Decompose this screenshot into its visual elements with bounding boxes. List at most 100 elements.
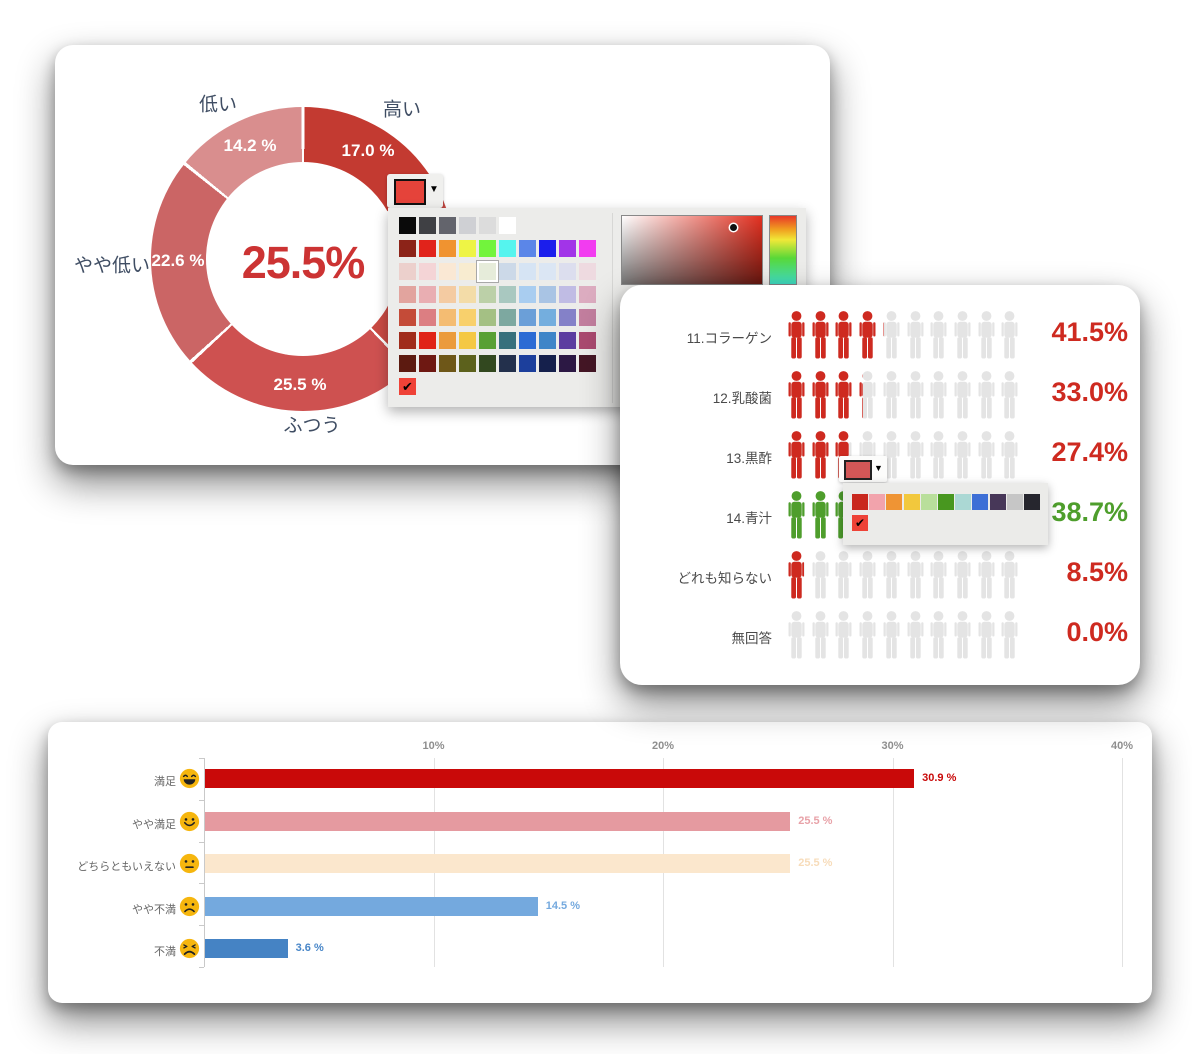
palette-swatch[interactable] [519,240,536,257]
checkmark-swatch[interactable]: ✔ [399,378,416,395]
palette-swatch[interactable] [439,217,456,234]
palette-swatch[interactable] [479,309,496,326]
saturation-gradient-picker[interactable] [621,215,763,285]
palette-swatch[interactable] [559,263,576,280]
palette-swatch[interactable] [1024,494,1040,510]
palette-swatch[interactable] [579,286,596,303]
color-picker-popup[interactable]: ✔ [388,208,806,407]
palette-swatch[interactable] [972,494,989,510]
palette-swatch[interactable] [459,217,476,234]
hue-slider[interactable] [769,215,797,285]
palette-swatch[interactable] [479,355,496,372]
palette-swatch[interactable] [419,240,436,257]
palette-swatch[interactable] [559,309,576,326]
palette-swatch[interactable] [539,332,556,349]
palette-swatch[interactable] [499,263,516,280]
palette-swatch[interactable] [499,355,516,372]
palette-swatch[interactable] [459,355,476,372]
chevron-down-icon[interactable]: ▼ [429,184,439,195]
palette-swatch[interactable] [419,217,436,234]
palette-swatch[interactable] [439,309,456,326]
palette-swatch[interactable] [439,240,456,257]
palette-swatch[interactable] [399,240,416,257]
palette-swatch[interactable] [539,286,556,303]
small-color-picker-button[interactable]: ▼ [839,456,887,482]
palette-swatch[interactable] [499,309,516,326]
pictograph-row[interactable]: 13.黒酢 [620,431,1140,491]
palette-swatch[interactable] [903,494,920,510]
palette-swatch[interactable] [559,332,576,349]
palette-swatch[interactable] [459,240,476,257]
palette-swatch[interactable] [539,240,556,257]
palette-swatch[interactable] [579,309,596,326]
palette-swatch[interactable] [459,309,476,326]
pictograph-row[interactable]: 11.コラーゲン [620,311,1140,371]
palette-swatch[interactable] [479,240,496,257]
gradient-marker[interactable] [730,224,737,231]
pictograph-row[interactable]: 無回答 [620,611,1140,671]
palette-swatch[interactable] [399,217,416,234]
palette-swatch[interactable] [399,263,416,280]
palette-swatch[interactable] [579,355,596,372]
pictograph-row[interactable]: 12.乳酸菌 [620,371,1140,431]
small-color-picker-popup[interactable]: ✔ [843,483,1048,545]
current-color-swatch[interactable] [394,179,426,205]
palette-swatch[interactable] [539,309,556,326]
palette-swatch[interactable] [559,240,576,257]
palette-swatch[interactable] [419,286,436,303]
palette-swatch[interactable] [852,494,868,510]
chevron-down-icon[interactable]: ▼ [874,463,883,473]
palette-swatch[interactable] [499,332,516,349]
palette-swatch[interactable] [559,286,576,303]
palette-swatch[interactable] [579,240,596,257]
palette-swatch[interactable] [519,309,536,326]
palette-swatch[interactable] [955,494,972,510]
checkmark-swatch[interactable]: ✔ [852,515,868,531]
palette-swatch[interactable] [459,286,476,303]
palette-swatch[interactable] [439,286,456,303]
palette-swatch[interactable] [459,263,476,280]
palette-swatch[interactable] [869,494,886,510]
palette-swatch[interactable] [399,355,416,372]
palette-swatch[interactable] [399,309,416,326]
palette-swatch[interactable] [539,355,556,372]
bar[interactable] [205,811,791,831]
palette-swatch[interactable] [499,217,516,234]
palette-swatch[interactable] [399,286,416,303]
palette-swatch[interactable] [519,263,536,280]
palette-swatch[interactable] [399,332,416,349]
palette-swatch[interactable] [579,332,596,349]
palette-swatch[interactable] [419,332,436,349]
palette-swatch[interactable] [579,263,596,280]
color-picker-button[interactable]: ▼ [387,174,443,208]
palette-swatch[interactable] [419,355,436,372]
palette-swatch[interactable] [419,309,436,326]
bar[interactable] [205,854,791,873]
palette-swatch[interactable] [920,494,937,510]
palette-swatch[interactable] [519,286,536,303]
palette-swatch[interactable] [479,217,496,234]
palette-swatch[interactable] [539,263,556,280]
palette-swatch[interactable] [1006,494,1023,510]
bar[interactable] [205,769,915,788]
palette-swatch[interactable] [419,263,436,280]
palette-swatch[interactable] [439,332,456,349]
palette-swatch[interactable] [989,494,1006,510]
palette-swatch[interactable] [459,332,476,349]
palette-swatch[interactable] [886,494,903,510]
palette-swatch[interactable] [479,332,496,349]
palette-swatch[interactable] [439,355,456,372]
palette-swatch[interactable] [479,263,496,280]
palette-swatch[interactable] [559,355,576,372]
palette-swatch[interactable] [499,240,516,257]
palette-swatch[interactable] [519,355,536,372]
palette-swatch[interactable] [519,332,536,349]
bar[interactable] [205,896,538,916]
palette-swatch[interactable] [479,286,496,303]
current-color-swatch[interactable] [844,460,872,480]
palette-swatch[interactable] [499,286,516,303]
palette-swatch[interactable] [938,494,954,510]
palette-swatch[interactable] [439,263,456,280]
bar[interactable] [205,939,288,958]
pictograph-row[interactable]: どれも知らない [620,551,1140,611]
